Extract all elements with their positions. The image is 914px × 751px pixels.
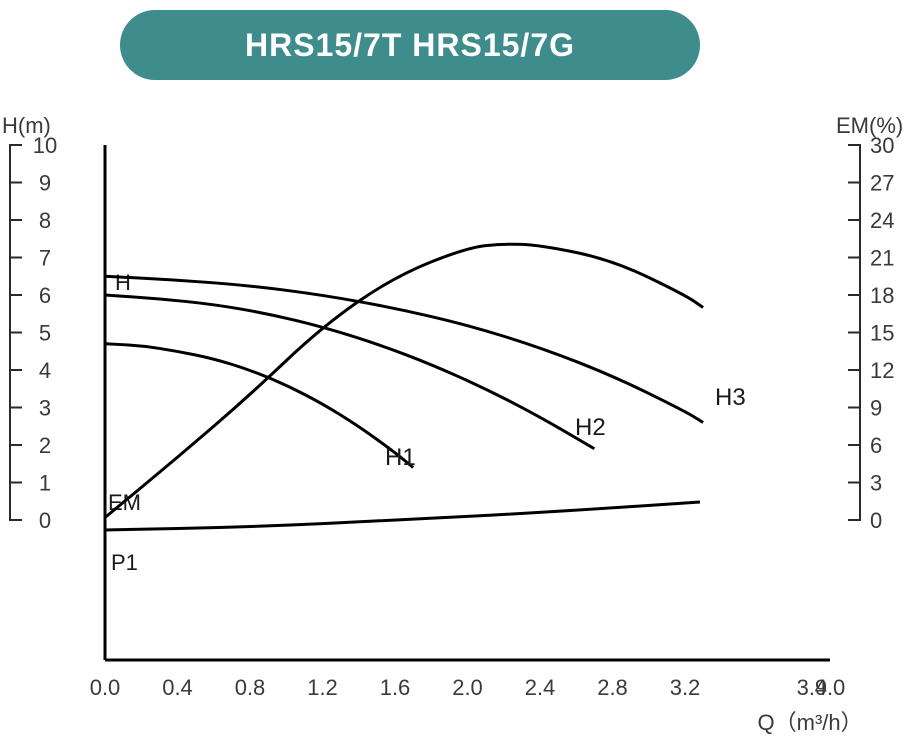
svg-text:0.0: 0.0 bbox=[90, 675, 121, 700]
svg-text:2.8: 2.8 bbox=[597, 675, 628, 700]
right-axis-label: EM(%) bbox=[836, 113, 903, 138]
svg-text:24: 24 bbox=[870, 208, 894, 233]
curve-label-h3: H3 bbox=[715, 384, 746, 411]
svg-text:2.4: 2.4 bbox=[525, 675, 556, 700]
curve-em bbox=[105, 244, 703, 517]
svg-text:1: 1 bbox=[39, 471, 51, 496]
curve-h3 bbox=[105, 276, 703, 422]
svg-text:2: 2 bbox=[39, 433, 51, 458]
curve-label-h2: H2 bbox=[575, 414, 606, 441]
svg-text:1.2: 1.2 bbox=[307, 675, 338, 700]
svg-text:0.4: 0.4 bbox=[162, 675, 193, 700]
left-axis-label: H(m) bbox=[2, 113, 51, 138]
curve-label-h1: H1 bbox=[385, 444, 416, 471]
label-p1: P1 bbox=[111, 550, 138, 575]
svg-text:0.8: 0.8 bbox=[235, 675, 266, 700]
svg-text:6: 6 bbox=[39, 283, 51, 308]
label-h: H bbox=[115, 270, 131, 295]
svg-text:0: 0 bbox=[39, 508, 51, 533]
svg-text:18: 18 bbox=[870, 283, 894, 308]
svg-text:1.6: 1.6 bbox=[380, 675, 411, 700]
svg-text:15: 15 bbox=[870, 321, 894, 346]
pump-curve-chart: 012345678910 H(m) 036912151821242730 EM(… bbox=[0, 0, 914, 751]
curve-h1 bbox=[105, 344, 413, 468]
svg-text:9: 9 bbox=[870, 396, 882, 421]
svg-text:21: 21 bbox=[870, 246, 894, 271]
x-axis-label: Q（m³/h） bbox=[758, 710, 863, 735]
right-scale: 036912151821242730 bbox=[848, 133, 894, 533]
svg-text:8: 8 bbox=[39, 208, 51, 233]
svg-text:9: 9 bbox=[39, 171, 51, 196]
svg-text:3.2: 3.2 bbox=[670, 675, 701, 700]
svg-text:0: 0 bbox=[870, 508, 882, 533]
svg-text:2.0: 2.0 bbox=[452, 675, 483, 700]
curve-h2 bbox=[105, 295, 594, 449]
svg-text:27: 27 bbox=[870, 171, 894, 196]
svg-text:6: 6 bbox=[870, 433, 882, 458]
svg-text:5: 5 bbox=[39, 321, 51, 346]
svg-text:12: 12 bbox=[870, 358, 894, 383]
svg-text:4.0: 4.0 bbox=[815, 675, 846, 700]
x-scale: 0.00.40.81.21.62.02.42.83.23.94.0 bbox=[90, 675, 846, 700]
svg-text:3: 3 bbox=[870, 471, 882, 496]
svg-text:3: 3 bbox=[39, 396, 51, 421]
svg-text:4: 4 bbox=[39, 358, 51, 383]
svg-text:7: 7 bbox=[39, 246, 51, 271]
curve-p1 bbox=[105, 502, 700, 530]
left-scale: 012345678910 bbox=[10, 133, 57, 533]
